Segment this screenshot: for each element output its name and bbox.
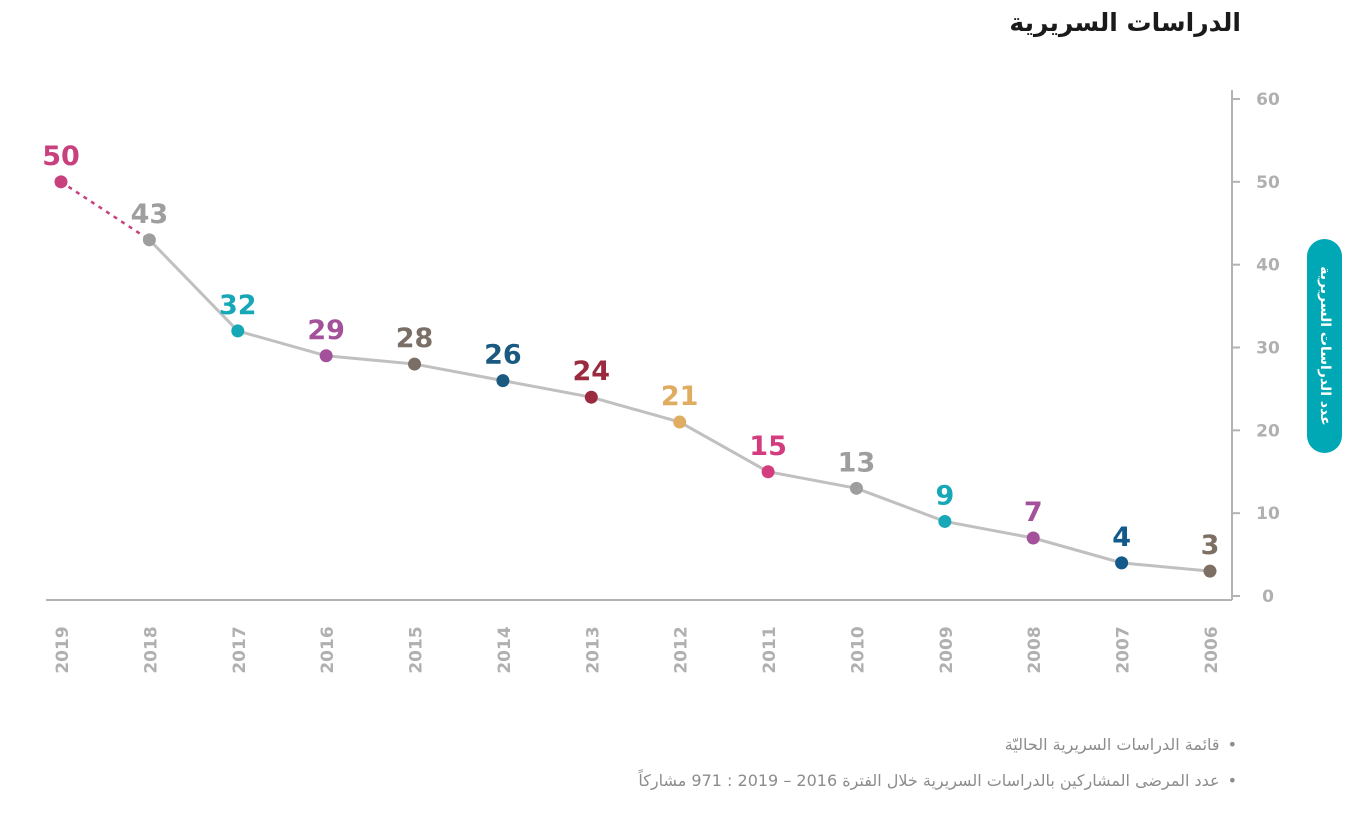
data-point [938, 514, 952, 528]
data-label: 50 [42, 141, 80, 172]
data-label: 7 [1024, 497, 1043, 528]
data-point [496, 374, 510, 388]
data-point [142, 233, 156, 247]
data-point [584, 390, 598, 404]
x-tick-label: 2013 [583, 626, 603, 673]
data-label: 24 [573, 356, 611, 387]
page-title: الدراسات السريرية [1009, 8, 1241, 37]
data-label: 26 [484, 340, 522, 371]
bullet-icon: • [1227, 771, 1237, 790]
y-tick-label: 30 [1256, 339, 1280, 359]
x-tick-label: 2008 [1025, 626, 1045, 673]
data-point [1026, 531, 1040, 545]
data-label: 3 [1201, 530, 1220, 561]
x-tick-label: 2009 [937, 626, 957, 673]
x-tick-label: 2011 [760, 626, 780, 673]
data-point [54, 175, 68, 189]
y-tick-label: 40 [1256, 256, 1280, 276]
chart-axes [46, 90, 1233, 601]
data-label: 21 [661, 381, 699, 412]
data-point [1203, 564, 1217, 578]
x-tick-label: 2012 [672, 626, 692, 673]
note-text: قائمة الدراسات السريرية الحاليّة [1004, 735, 1220, 754]
chart-x-ticks: 2019 2018 2017 2016 2015 2014 2013 2012 2011 2010… [53, 626, 1222, 673]
y-tick-label: 60 [1256, 90, 1280, 110]
x-tick-label: 2014 [495, 626, 515, 673]
data-label: 9 [935, 480, 954, 511]
data-point [673, 415, 687, 429]
data-point [849, 481, 863, 495]
bullet-icon: • [1227, 735, 1237, 754]
note-text: عدد المرضى المشاركين بالدراسات السريرية … [638, 771, 1220, 790]
chart-notes: • قائمة الدراسات السريرية الحاليّة • عدد ا… [638, 727, 1237, 799]
x-tick-label: 2010 [848, 626, 868, 673]
note-participants: • عدد المرضى المشاركين بالدراسات السريرية… [638, 763, 1237, 799]
x-tick-label: 2006 [1202, 626, 1222, 673]
data-point [1115, 556, 1129, 570]
y-axis-title: عدد الدراسات السريرية [1316, 266, 1333, 426]
data-point [408, 357, 422, 371]
y-tick-label: 20 [1256, 421, 1280, 441]
x-tick-label: 2018 [141, 626, 161, 673]
data-label: 29 [307, 315, 345, 346]
data-label: 13 [838, 447, 876, 478]
data-label: 4 [1112, 522, 1131, 553]
data-point [231, 324, 245, 338]
x-tick-label: 2016 [318, 626, 338, 673]
y-axis-title-pill: عدد الدراسات السريرية [1307, 239, 1342, 453]
y-tick-label: 10 [1256, 504, 1280, 524]
x-tick-label: 2015 [407, 626, 427, 673]
chart-points [54, 175, 1217, 578]
data-label: 15 [749, 431, 787, 462]
y-tick-label: 0 [1262, 587, 1274, 607]
x-tick-label: 2019 [53, 626, 73, 673]
x-tick-label: 2007 [1114, 626, 1134, 673]
x-tick-label: 2017 [230, 626, 250, 673]
data-point [761, 465, 775, 479]
data-point [319, 349, 333, 363]
data-label: 43 [131, 199, 169, 230]
data-label: 32 [219, 290, 257, 321]
chart-y-ticks: 0 10 20 30 40 50 60 [1232, 90, 1280, 607]
y-tick-label: 50 [1256, 173, 1280, 193]
note-current-studies: • قائمة الدراسات السريرية الحاليّة [638, 727, 1237, 763]
data-label: 28 [396, 323, 434, 354]
